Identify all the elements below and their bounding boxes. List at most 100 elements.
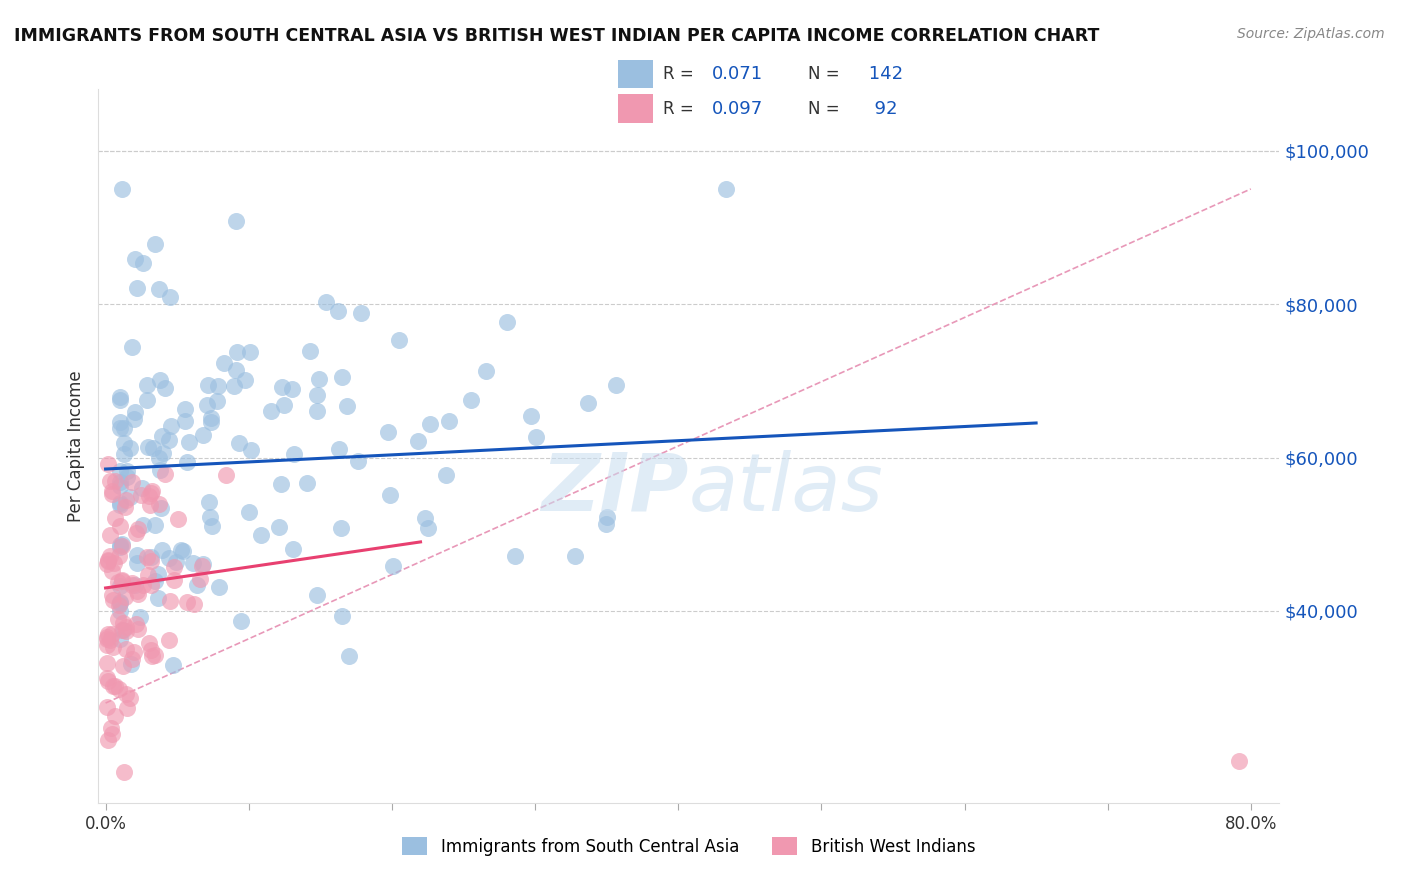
Point — [96, 657, 118, 671]
Point — [270, 379, 292, 393]
Point — [595, 517, 617, 532]
Point — [170, 542, 193, 557]
Point — [101, 640, 124, 655]
Point — [307, 388, 329, 402]
Point — [176, 595, 198, 609]
Point — [437, 413, 460, 427]
Point — [111, 537, 134, 551]
Point — [229, 614, 252, 628]
Point — [239, 344, 262, 359]
Point — [163, 573, 186, 587]
Point — [111, 182, 134, 196]
Point — [115, 493, 138, 508]
Point — [98, 633, 121, 648]
Point — [336, 400, 359, 414]
Point — [115, 687, 138, 701]
Point — [125, 617, 148, 632]
Text: N =: N = — [808, 65, 839, 83]
Point — [108, 598, 131, 612]
Point — [127, 548, 149, 562]
Point — [108, 519, 131, 533]
Point — [160, 419, 183, 434]
Point — [330, 370, 353, 384]
Point — [124, 578, 146, 592]
Point — [596, 510, 619, 524]
Point — [112, 764, 135, 779]
Point — [197, 377, 219, 392]
Point — [305, 588, 328, 602]
Point — [269, 520, 291, 534]
Point — [103, 593, 125, 607]
Point — [111, 623, 134, 637]
Point — [115, 464, 138, 478]
Point — [339, 649, 361, 664]
Point — [148, 282, 170, 296]
Point — [138, 636, 160, 650]
Point — [97, 673, 120, 688]
Point — [201, 518, 224, 533]
Point — [108, 479, 131, 493]
Point — [108, 499, 131, 513]
Point — [104, 474, 127, 488]
Point — [165, 555, 187, 569]
Point — [124, 412, 146, 426]
Point — [101, 627, 124, 641]
Point — [150, 500, 173, 515]
Point — [96, 638, 118, 652]
Point — [157, 433, 180, 447]
Point — [181, 556, 204, 570]
Point — [111, 616, 134, 631]
Point — [146, 566, 169, 581]
Point — [108, 549, 131, 563]
Point — [108, 538, 131, 552]
Point — [107, 574, 129, 589]
Point — [714, 182, 737, 196]
Point — [377, 425, 399, 439]
Point — [139, 643, 162, 657]
Point — [104, 511, 127, 525]
Point — [108, 464, 131, 478]
Text: atlas: atlas — [689, 450, 884, 528]
Point — [107, 612, 129, 626]
Point — [226, 345, 249, 359]
Point — [195, 398, 218, 412]
Point — [97, 627, 120, 641]
Point — [297, 475, 319, 490]
Point — [141, 484, 163, 499]
Point — [136, 377, 159, 392]
Point — [174, 414, 197, 428]
Point — [188, 572, 211, 586]
Point — [166, 511, 188, 525]
Point — [112, 436, 135, 450]
Point — [172, 544, 194, 558]
Point — [205, 393, 228, 408]
Point — [139, 578, 162, 592]
Point — [143, 518, 166, 533]
Point — [146, 591, 169, 606]
Point — [191, 559, 214, 574]
Point — [138, 440, 160, 454]
Point — [176, 455, 198, 469]
Point — [200, 410, 222, 425]
Point — [225, 214, 247, 228]
Point — [100, 564, 122, 578]
Point — [1227, 754, 1250, 768]
Point — [305, 403, 328, 417]
Point — [162, 657, 184, 672]
Point — [121, 340, 143, 354]
Point — [350, 306, 373, 320]
Point — [98, 549, 121, 563]
Point — [104, 709, 127, 723]
Point — [183, 597, 205, 611]
Point — [233, 373, 256, 387]
Bar — [619, 60, 652, 88]
Point — [108, 632, 131, 647]
Point — [460, 393, 482, 408]
Point — [136, 568, 159, 582]
Legend: Immigrants from South Central Asia, British West Indians: Immigrants from South Central Asia, Brit… — [395, 830, 983, 863]
Point — [131, 256, 153, 270]
Point — [299, 343, 322, 358]
Point — [177, 435, 200, 450]
Point — [112, 446, 135, 460]
Point — [308, 372, 330, 386]
